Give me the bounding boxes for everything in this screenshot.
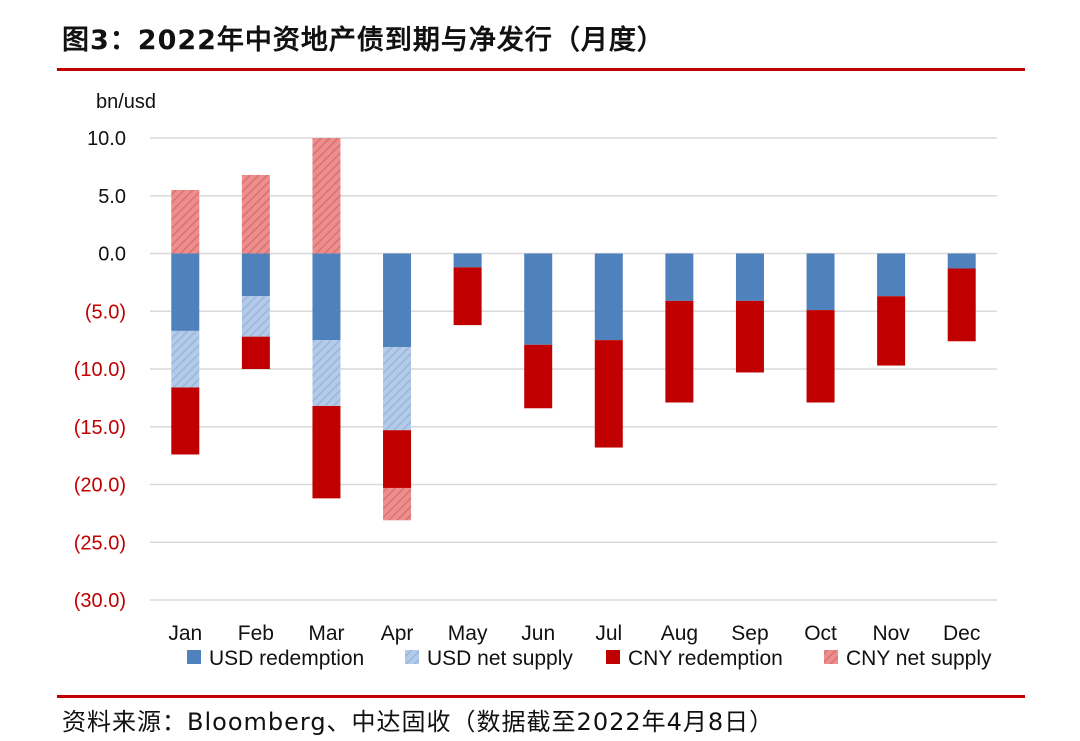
- bars: [171, 138, 976, 521]
- legend-label: CNY redemption: [628, 647, 783, 670]
- x-tick-label: Sep: [731, 622, 768, 645]
- bar-segment-cny-redemption-jun: [524, 344, 553, 409]
- bar-segment-cny-redemption-nov: [877, 296, 906, 366]
- y-tick-label: (15.0): [74, 417, 126, 439]
- legend-swatch: [606, 650, 620, 664]
- bar-segment-cny-redemption-oct: [806, 310, 835, 403]
- x-tick-label: Feb: [238, 622, 274, 645]
- bar-segment-usd-net-supply-mar: [312, 340, 341, 406]
- title-divider: [57, 68, 1025, 71]
- bar-segment-usd-redemption-jul: [594, 253, 623, 341]
- legend-label: USD net supply: [427, 647, 573, 670]
- x-tick-label: Oct: [804, 622, 837, 645]
- x-tick-label: Aug: [661, 622, 698, 645]
- legend-label: USD redemption: [209, 647, 364, 670]
- legend: USD redemption USD net supply CNY redempti…: [187, 647, 992, 670]
- bar-segment-usd-net-supply-apr: [383, 347, 412, 431]
- bar-segment-cny-redemption-apr: [383, 430, 412, 488]
- bar-segment-usd-redemption-nov: [877, 253, 906, 297]
- bar-segment-usd-redemption-sep: [735, 253, 764, 301]
- gridlines: [150, 137, 997, 601]
- bar-segment-cny-redemption-dec: [947, 268, 976, 342]
- bar-segment-cny-redemption-sep: [735, 300, 764, 373]
- bar-segment-usd-redemption-jun: [524, 253, 553, 345]
- bar-segment-usd-redemption-mar: [312, 253, 341, 341]
- bar-segment-cny-redemption-jul: [594, 340, 623, 448]
- legend-label: CNY net supply: [846, 647, 992, 670]
- y-tick-label: (20.0): [74, 475, 126, 497]
- bar-segment-cny-net-supply-mar: [312, 138, 341, 254]
- y-tick-label: 5.0: [98, 186, 126, 208]
- x-tick-label: Apr: [381, 622, 414, 645]
- bar-segment-cny-net-supply-feb: [241, 174, 270, 254]
- x-axis-ticks: Jan Feb Mar Apr May Jun Jul Aug Sep Oct Nov Dec: [168, 622, 980, 645]
- y-tick-label: 0.0: [98, 244, 126, 266]
- x-tick-label: Jan: [168, 622, 202, 645]
- x-tick-label: Nov: [872, 622, 910, 645]
- bar-segment-usd-redemption-oct: [806, 253, 835, 311]
- bar-segment-cny-redemption-mar: [312, 405, 341, 499]
- y-axis-label: bn/usd: [96, 91, 156, 113]
- bar-segment-usd-redemption-dec: [947, 253, 976, 269]
- bar-segment-cny-redemption-feb: [241, 336, 270, 369]
- y-tick-label: (30.0): [74, 590, 126, 612]
- bar-segment-cny-redemption-jan: [171, 387, 200, 455]
- y-axis-ticks: 10.0 5.0 0.0 (5.0) (10.0) (15.0) (20.0) (25.0) (…: [74, 128, 126, 612]
- bar-segment-usd-redemption-feb: [241, 253, 270, 297]
- bar-segment-usd-redemption-jan: [171, 253, 200, 331]
- bar-segment-usd-redemption-apr: [383, 253, 412, 348]
- bar-segment-cny-redemption-aug: [665, 300, 694, 403]
- y-tick-label: (25.0): [74, 532, 126, 554]
- y-tick-label: 10.0: [87, 128, 126, 150]
- x-tick-label: May: [448, 622, 488, 645]
- y-tick-label: (10.0): [74, 359, 126, 381]
- bar-segment-cny-redemption-may: [453, 267, 482, 326]
- source-divider: [57, 695, 1025, 698]
- bar-segment-cny-net-supply-apr: [383, 487, 412, 521]
- x-tick-label: Dec: [943, 622, 980, 645]
- chart-title: 图3：2022年中资地产债到期与净发行（月度）: [62, 25, 665, 56]
- source-note: 资料来源：Bloomberg、中达固收（数据截至2022年4月8日）: [62, 708, 775, 736]
- bar-segment-usd-net-supply-feb: [241, 296, 270, 337]
- x-tick-label: Mar: [308, 622, 344, 645]
- bar-segment-cny-net-supply-jan: [171, 189, 200, 254]
- bar-segment-usd-redemption-aug: [665, 253, 694, 301]
- legend-swatch: [405, 650, 419, 664]
- x-tick-label: Jul: [595, 622, 622, 645]
- bar-segment-usd-redemption-may: [453, 253, 482, 268]
- legend-swatch: [824, 650, 838, 664]
- bar-segment-usd-net-supply-jan: [171, 330, 200, 388]
- y-tick-label: (5.0): [85, 301, 126, 323]
- legend-swatch: [187, 650, 201, 664]
- x-tick-label: Jun: [521, 622, 555, 645]
